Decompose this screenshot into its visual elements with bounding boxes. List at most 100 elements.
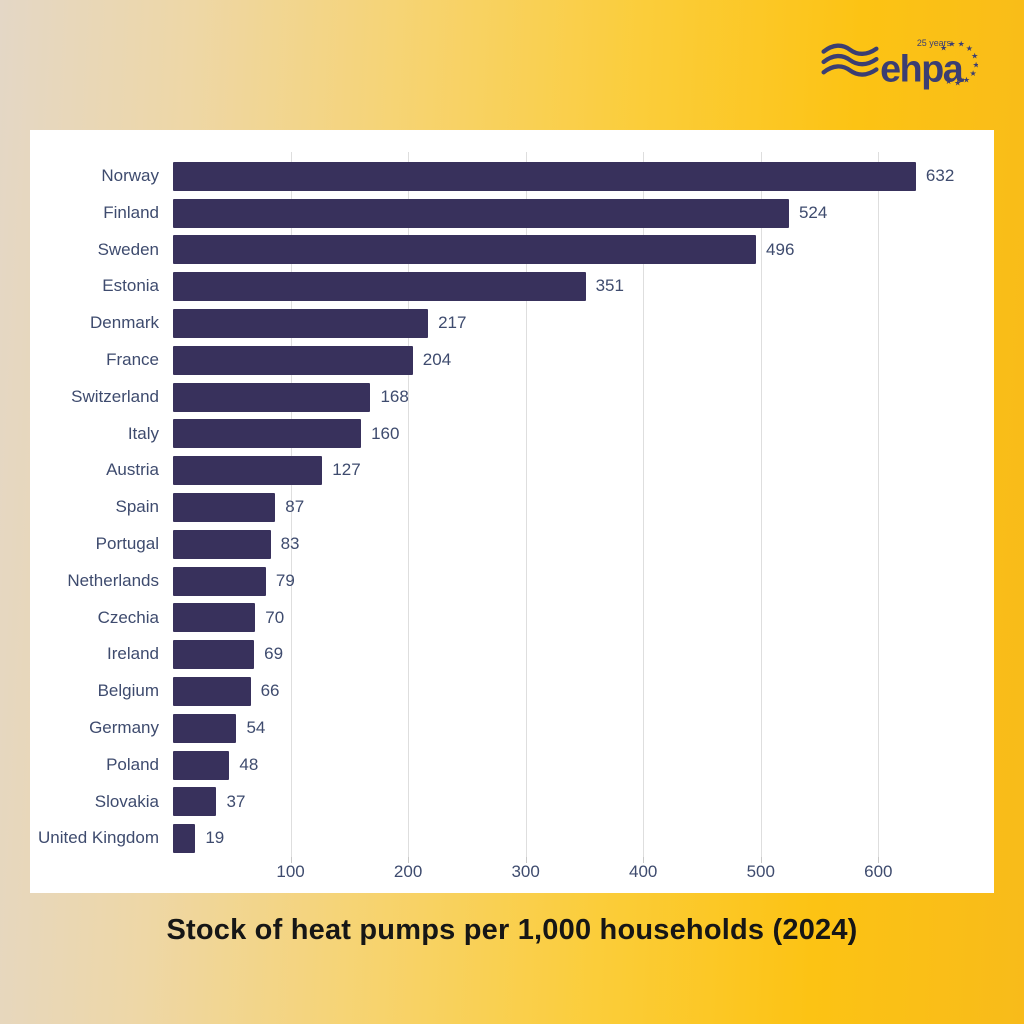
category-label: Spain (115, 497, 159, 517)
category-label: Austria (106, 460, 159, 480)
bar-row: Finland 524 (30, 195, 994, 232)
bar-row: Estonia 351 (30, 268, 994, 305)
bar-sweden (173, 235, 757, 265)
bar-germany (173, 713, 237, 743)
bar-france (173, 345, 413, 375)
x-axis-tick (760, 857, 762, 863)
category-label: United Kingdom (38, 828, 159, 848)
value-label: 69 (264, 644, 284, 664)
x-axis-tick (525, 857, 527, 863)
category-label: Finland (103, 202, 159, 222)
eu-star-icon: ★ (948, 39, 955, 48)
value-label: 496 (766, 239, 795, 259)
value-label: 37 (226, 791, 246, 811)
brand-text: ehpa (880, 48, 965, 90)
bar-poland (173, 750, 230, 780)
bar-row: Netherlands 79 (30, 563, 994, 600)
category-label: Italy (127, 423, 159, 443)
eu-star-icon: ★ (963, 76, 970, 85)
bar-netherlands (173, 566, 266, 596)
bar-row: Austria 127 (30, 452, 994, 489)
x-axis-tick (643, 857, 645, 863)
bar-austria (173, 456, 323, 486)
eu-star-icon: ★ (958, 40, 965, 49)
value-label: 83 (280, 534, 300, 553)
eu-star-icon: ★ (945, 77, 952, 86)
bar-portugal (173, 529, 271, 559)
eu-star-icon: ★ (954, 78, 961, 87)
bar-row: United Kingdom 19 (30, 820, 994, 857)
gridline (525, 152, 527, 857)
gridline (408, 152, 410, 857)
x-axis-tick (408, 857, 410, 863)
category-label: Netherlands (67, 570, 159, 590)
value-label: 127 (332, 460, 361, 480)
bar-row: Denmark 217 (30, 305, 994, 342)
bar-united-kingdom (173, 824, 196, 854)
value-label: 160 (371, 423, 400, 443)
tagline-text: 25 years (917, 38, 952, 48)
value-label: 48 (239, 754, 259, 774)
value-label: 70 (265, 607, 285, 627)
bar-row: Germany 54 (30, 710, 994, 747)
x-tick-label: 400 (629, 862, 658, 881)
bar-belgium (173, 677, 251, 707)
bar-row: Switzerland 168 (30, 379, 994, 416)
category-label: Norway (101, 166, 159, 185)
bar-slovakia (173, 787, 217, 817)
x-tick-label: 600 (864, 862, 893, 881)
value-label: 87 (285, 497, 305, 517)
category-label: Denmark (90, 313, 159, 333)
bar-row: France 204 (30, 342, 994, 379)
bar-estonia (173, 272, 586, 302)
chart-title: Stock of heat pumps per 1,000 households… (166, 914, 858, 946)
category-label: Estonia (102, 276, 159, 296)
value-label: 217 (438, 313, 467, 333)
eu-star-icon: ★ (966, 44, 973, 53)
bar-row: Italy 160 (30, 416, 994, 453)
value-label: 19 (205, 828, 225, 848)
bar-row: Norway 632 (30, 158, 994, 195)
bar-row: Poland 48 (30, 747, 994, 784)
gridline (290, 152, 292, 857)
value-label: 66 (260, 681, 280, 701)
category-label: Poland (106, 754, 159, 774)
category-label: Switzerland (71, 386, 159, 406)
eu-star-icon: ★ (971, 51, 978, 60)
bar-spain (173, 493, 276, 523)
bar-finland (173, 198, 789, 228)
bar-row: Belgium 66 (30, 673, 994, 710)
x-tick-label: 500 (746, 862, 775, 881)
category-label: France (106, 350, 159, 369)
value-label: 524 (798, 202, 828, 222)
gridline (760, 152, 762, 857)
eu-star-icon: ★ (972, 60, 978, 69)
bar-row: Czechia 70 (30, 600, 994, 637)
x-tick-label: 300 (511, 862, 540, 881)
value-label: 79 (275, 570, 295, 590)
bar-row: Spain 87 (30, 489, 994, 526)
chart-plot: 100 200 300 400 500 600 Norway 632 Finland 524 Swe… (30, 130, 994, 893)
gridline (643, 152, 645, 857)
value-label: 168 (380, 386, 409, 406)
eu-star-icon: ★ (970, 69, 977, 78)
category-label: Slovakia (94, 791, 159, 811)
bar-czechia (173, 603, 256, 633)
x-axis-tick (290, 857, 292, 863)
eu-stars-icon: ★★★★★★★★★★ (940, 39, 978, 87)
ehpa-logo: ehpa 25 years ★★★★★★★★★★ (821, 38, 978, 90)
category-label: Sweden (97, 239, 159, 259)
category-label: Germany (89, 718, 159, 737)
category-label: Czechia (97, 607, 159, 627)
value-label: 351 (595, 276, 624, 296)
bar-row: Sweden 496 (30, 232, 994, 269)
category-label: Portugal (95, 534, 159, 553)
bar-row: Slovakia 37 (30, 784, 994, 821)
bar-switzerland (173, 382, 371, 412)
bar-ireland (173, 640, 255, 670)
bar-norway (173, 161, 916, 191)
bar-row: Portugal 83 (30, 526, 994, 563)
bar-row: Ireland 69 (30, 636, 994, 673)
value-label: 632 (925, 166, 955, 185)
value-label: 204 (422, 350, 452, 369)
